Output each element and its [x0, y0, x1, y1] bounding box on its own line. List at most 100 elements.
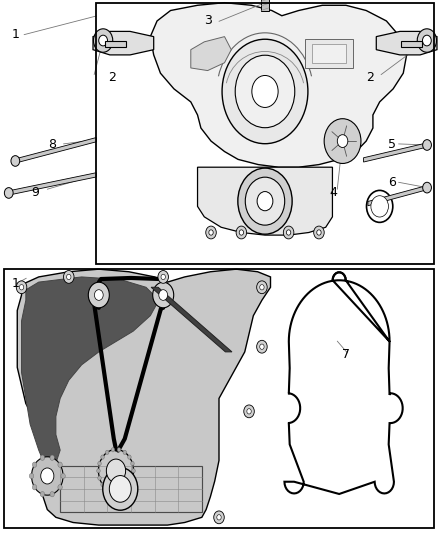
Circle shape — [110, 475, 131, 502]
Polygon shape — [9, 173, 96, 195]
Text: 7: 7 — [342, 348, 350, 361]
Circle shape — [214, 511, 224, 524]
Polygon shape — [284, 272, 403, 494]
Circle shape — [67, 274, 71, 280]
Circle shape — [127, 482, 131, 487]
Circle shape — [244, 405, 254, 418]
Circle shape — [417, 29, 437, 52]
Circle shape — [117, 490, 121, 494]
Circle shape — [337, 135, 348, 148]
Circle shape — [222, 39, 308, 144]
Circle shape — [32, 457, 63, 495]
Circle shape — [61, 473, 65, 479]
Text: 5: 5 — [388, 139, 396, 151]
Polygon shape — [376, 31, 437, 55]
Text: 2: 2 — [366, 71, 374, 84]
Text: 6: 6 — [388, 176, 396, 189]
Circle shape — [106, 487, 109, 491]
Circle shape — [239, 230, 244, 235]
Circle shape — [40, 491, 45, 497]
Circle shape — [286, 230, 291, 235]
Text: 9: 9 — [31, 187, 39, 199]
Circle shape — [98, 462, 101, 466]
Bar — [96, 3, 434, 264]
Polygon shape — [368, 185, 427, 206]
Circle shape — [257, 191, 273, 211]
Circle shape — [99, 449, 134, 492]
Bar — [4, 269, 434, 528]
Polygon shape — [364, 143, 427, 162]
Circle shape — [238, 168, 292, 234]
Polygon shape — [17, 269, 271, 525]
Circle shape — [93, 29, 113, 52]
Circle shape — [131, 476, 134, 480]
Circle shape — [252, 76, 278, 108]
Circle shape — [117, 448, 121, 452]
Circle shape — [314, 226, 324, 239]
Polygon shape — [191, 37, 231, 70]
Circle shape — [16, 281, 27, 294]
Circle shape — [159, 290, 168, 301]
Circle shape — [32, 484, 37, 490]
Polygon shape — [312, 44, 346, 63]
Circle shape — [11, 156, 20, 166]
Circle shape — [106, 450, 109, 455]
Text: 8: 8 — [48, 139, 56, 151]
Circle shape — [236, 226, 247, 239]
Circle shape — [153, 282, 174, 308]
Circle shape — [95, 290, 103, 301]
Bar — [105, 41, 126, 47]
Polygon shape — [93, 31, 154, 55]
Text: 2: 2 — [108, 71, 116, 84]
Circle shape — [217, 515, 221, 520]
Circle shape — [40, 455, 45, 461]
Text: 4: 4 — [329, 187, 337, 199]
Circle shape — [423, 140, 431, 150]
Circle shape — [131, 462, 134, 466]
Polygon shape — [151, 287, 232, 352]
Circle shape — [367, 190, 393, 222]
Bar — [261, 0, 269, 11]
Circle shape — [32, 462, 37, 467]
Circle shape — [101, 482, 104, 487]
Circle shape — [111, 448, 115, 452]
Circle shape — [99, 35, 107, 46]
Circle shape — [50, 455, 54, 461]
Circle shape — [161, 274, 166, 280]
Circle shape — [58, 484, 62, 490]
Circle shape — [41, 468, 54, 484]
Circle shape — [101, 455, 104, 459]
Circle shape — [127, 455, 131, 459]
Circle shape — [423, 35, 431, 46]
Polygon shape — [21, 277, 159, 471]
Text: 1: 1 — [11, 28, 19, 41]
Circle shape — [123, 487, 127, 491]
Polygon shape — [198, 167, 332, 235]
Circle shape — [247, 409, 251, 414]
Bar — [402, 41, 423, 47]
Circle shape — [235, 55, 295, 128]
Circle shape — [50, 491, 54, 497]
Circle shape — [257, 281, 267, 294]
Circle shape — [260, 285, 264, 290]
Circle shape — [158, 271, 169, 284]
Polygon shape — [150, 3, 406, 167]
Polygon shape — [15, 138, 96, 163]
Circle shape — [245, 177, 285, 225]
Circle shape — [64, 271, 74, 284]
Circle shape — [324, 119, 361, 164]
Circle shape — [19, 285, 24, 290]
Circle shape — [58, 462, 62, 467]
Circle shape — [88, 282, 110, 308]
Circle shape — [260, 344, 264, 350]
Circle shape — [29, 473, 34, 479]
Circle shape — [111, 490, 115, 494]
Text: 3: 3 — [204, 14, 212, 27]
Circle shape — [371, 196, 389, 217]
Circle shape — [423, 182, 431, 193]
Circle shape — [97, 469, 100, 473]
Circle shape — [106, 459, 126, 482]
Circle shape — [103, 467, 138, 510]
Circle shape — [4, 188, 13, 198]
Bar — [60, 466, 202, 512]
